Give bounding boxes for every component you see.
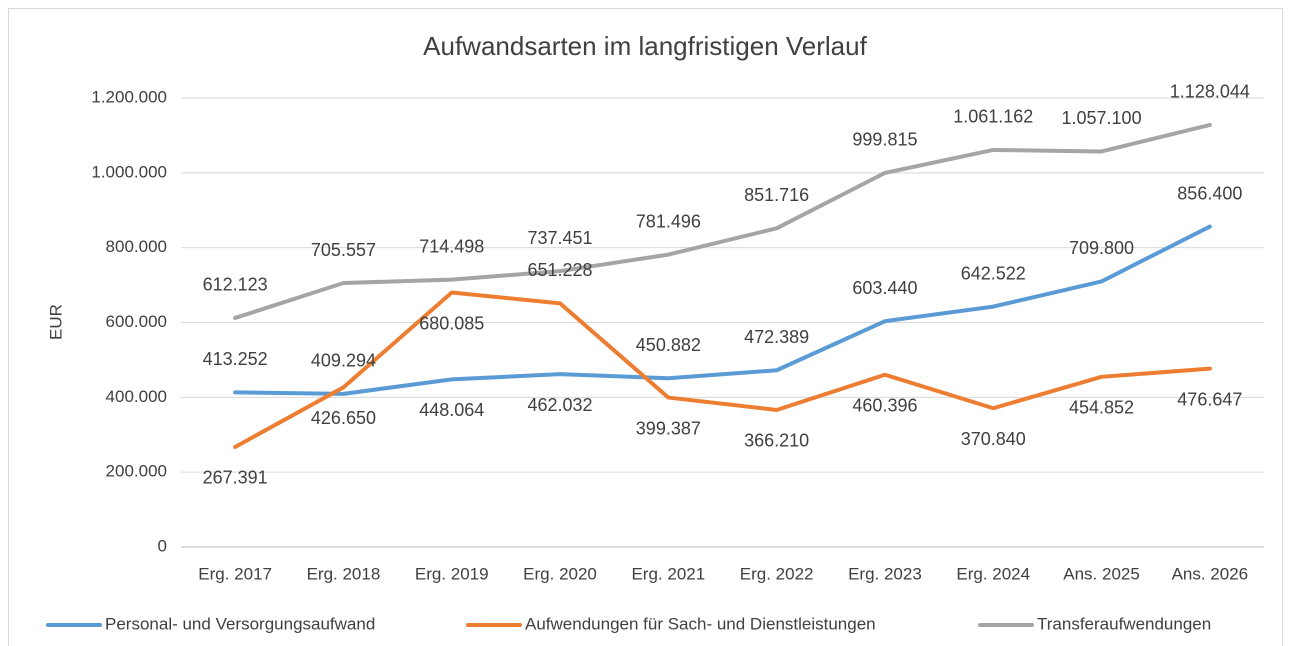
data-label: 714.498 (419, 236, 484, 256)
data-label: 642.522 (961, 263, 1026, 283)
x-tick-label: Ans. 2025 (1063, 564, 1140, 583)
data-label: 612.123 (203, 275, 268, 295)
data-label: 454.852 (1069, 398, 1134, 418)
x-tick-label: Erg. 2022 (740, 564, 814, 583)
x-tick-label: Erg. 2020 (523, 564, 597, 583)
y-tick-label: 1.000.000 (91, 162, 167, 181)
y-tick-label: 400.000 (106, 387, 167, 406)
data-label: 603.440 (852, 278, 917, 298)
data-label: 1.057.100 (1062, 108, 1142, 128)
data-label: 651.228 (528, 260, 593, 280)
data-label: 426.650 (311, 408, 376, 428)
data-label: 709.800 (1069, 238, 1134, 258)
data-label: 680.085 (419, 313, 484, 333)
y-tick-label: 1.200.000 (91, 87, 167, 106)
data-label: 705.557 (311, 240, 376, 260)
chart-border (8, 8, 1283, 646)
data-label: 366.210 (744, 431, 809, 451)
data-label: 781.496 (636, 211, 701, 231)
data-label: 1.061.162 (953, 107, 1033, 127)
data-label: 399.387 (636, 418, 701, 438)
legend-label: Aufwendungen für Sach- und Dienstleistun… (525, 614, 876, 633)
y-tick-label: 600.000 (106, 312, 167, 331)
data-label: 448.064 (419, 400, 484, 420)
x-tick-label: Erg. 2021 (631, 564, 705, 583)
data-label: 413.252 (203, 349, 268, 369)
data-label: 370.840 (961, 429, 1026, 449)
y-tick-label: 0 (158, 536, 167, 555)
series-line (233, 224, 1212, 396)
y-axis-label: EUR (46, 304, 65, 340)
chart-title: Aufwandsarten im langfristigen Verlauf (423, 31, 867, 61)
x-tick-label: Erg. 2019 (415, 564, 489, 583)
y-tick-label: 800.000 (106, 237, 167, 256)
data-label: 460.396 (852, 395, 917, 415)
x-tick-label: Erg. 2017 (198, 564, 272, 583)
data-label: 999.815 (852, 130, 917, 150)
series-line (233, 122, 1212, 320)
legend-label: Transferaufwendungen (1037, 614, 1211, 633)
data-label: 450.882 (636, 335, 701, 355)
data-label: 851.716 (744, 185, 809, 205)
legend-label: Personal- und Versorgungsaufwand (105, 614, 375, 633)
x-tick-label: Erg. 2023 (848, 564, 922, 583)
x-tick-label: Ans. 2026 (1172, 564, 1249, 583)
data-label: 462.032 (528, 395, 593, 415)
data-label: 476.647 (1177, 389, 1242, 409)
y-tick-label: 200.000 (106, 462, 167, 481)
x-tick-label: Erg. 2018 (307, 564, 381, 583)
data-label: 409.294 (311, 351, 376, 371)
x-tick-label: Erg. 2024 (956, 564, 1030, 583)
data-label: 472.389 (744, 327, 809, 347)
data-label: 737.451 (528, 228, 593, 248)
data-label: 1.128.044 (1170, 82, 1250, 102)
data-label: 267.391 (203, 468, 268, 488)
series-line (233, 290, 1212, 449)
data-label: 856.400 (1177, 183, 1242, 203)
